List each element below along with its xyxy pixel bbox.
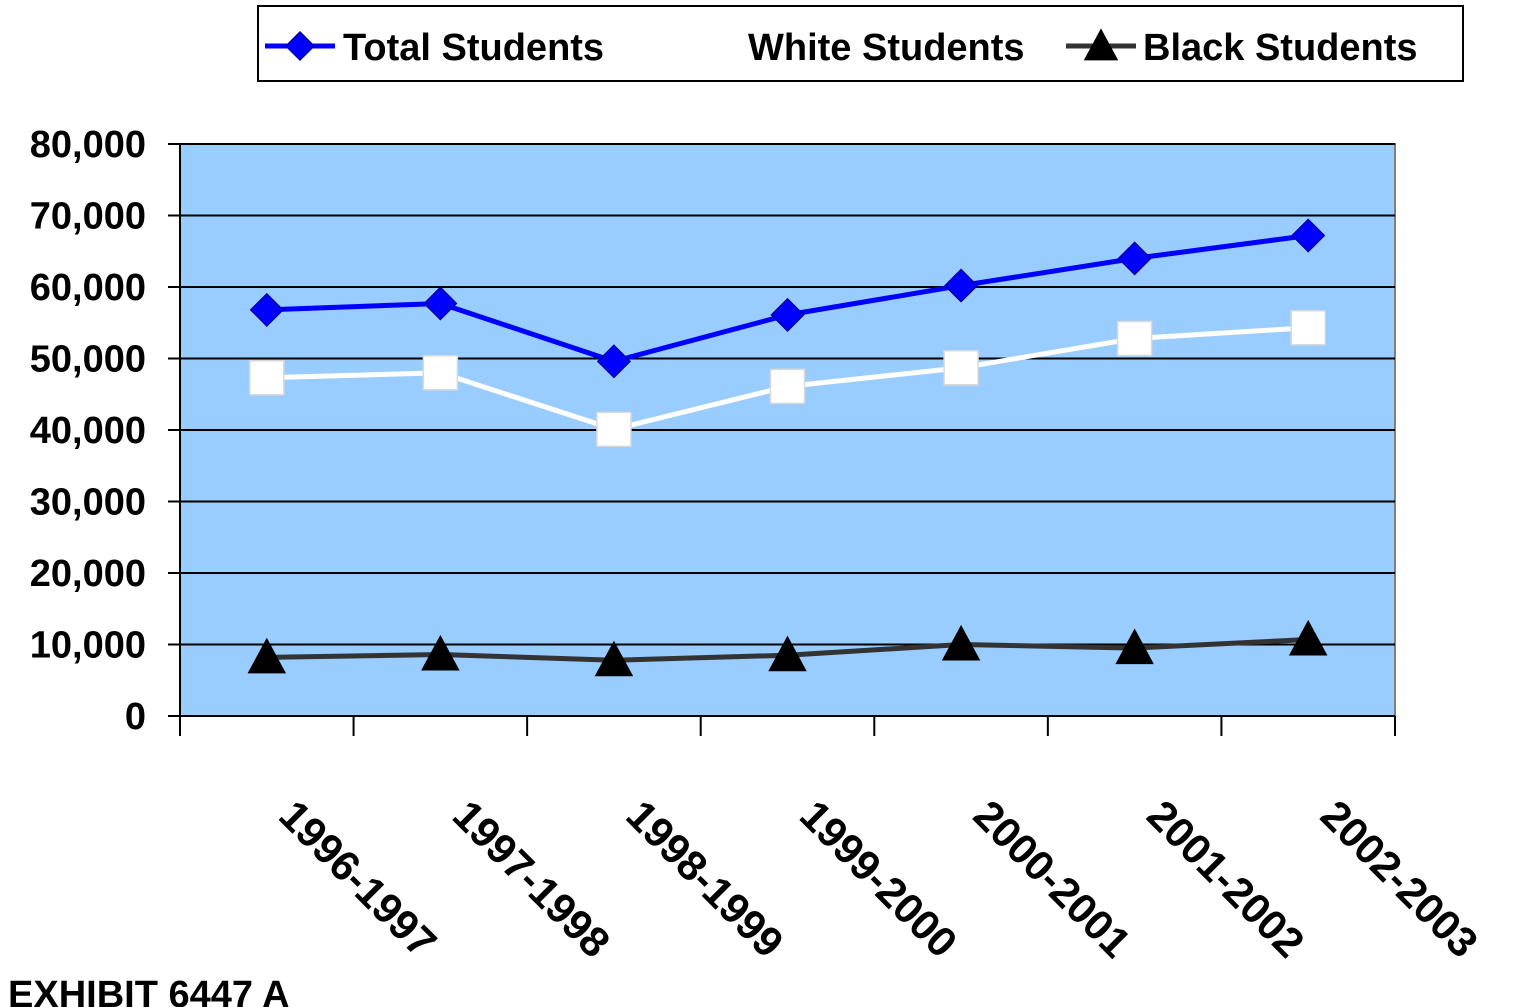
data-point-black-students [247, 637, 287, 674]
data-point-total-students [423, 286, 458, 321]
data-point-black-students [941, 624, 981, 661]
y-tick-label: 40,000 [30, 410, 146, 452]
x-tick-label: 2000-2001 [965, 791, 1140, 966]
legend-marker-black-students [1083, 28, 1119, 61]
x-tick-label: 2002-2003 [1312, 791, 1487, 966]
data-point-total-students [1117, 241, 1152, 276]
data-point-black-students [1115, 628, 1154, 665]
data-point-total-students [944, 268, 979, 303]
legend-label-total-students: Total Students [343, 27, 604, 69]
data-point-white-students [769, 368, 806, 405]
data-point-white-students [596, 411, 632, 448]
data-point-black-students [768, 635, 807, 672]
data-point-white-students [1290, 310, 1326, 346]
data-point-white-students [1116, 320, 1153, 357]
exhibit-label: EXHIBIT 6447 A [8, 974, 290, 1007]
legend-label-white-students: White Students [748, 27, 1025, 69]
data-point-black-students [1288, 619, 1328, 656]
series-markers [247, 218, 1328, 677]
legend-marker-total-students [284, 30, 316, 62]
y-tick-label: 80,000 [30, 124, 146, 166]
y-tick-label: 50,000 [30, 339, 146, 381]
x-tick-label: 1999-2000 [791, 791, 966, 966]
data-point-black-students [594, 640, 634, 677]
x-tick-label: 2001-2002 [1138, 791, 1313, 966]
y-tick-label: 30,000 [30, 482, 146, 524]
data-point-white-students [249, 360, 285, 396]
legend-box [257, 5, 1464, 82]
y-axis-ticks: 0 10,000 20,000 30,000 40,000 50,000 60,000 70,… [30, 124, 180, 738]
gridlines [180, 143, 1395, 646]
legend: Total Students White Students Black Studen… [257, 5, 1464, 82]
x-axis-ticks: 1996-19971997-19981998-19991999-20002000… [179, 716, 1487, 966]
x-tick-label: 1998-1999 [618, 791, 793, 966]
data-point-total-students [770, 297, 805, 332]
legend-label-black-students: Black Students [1143, 27, 1418, 69]
data-point-black-students [421, 634, 460, 671]
y-tick-label: 60,000 [30, 267, 146, 309]
data-point-white-students [422, 355, 459, 391]
data-point-total-students [1291, 218, 1326, 253]
y-tick-label: 0 [125, 696, 146, 738]
data-point-total-students [596, 344, 631, 379]
y-tick-label: 20,000 [30, 553, 146, 595]
data-point-white-students [943, 350, 979, 386]
x-tick-label: 1997-1998 [444, 791, 619, 966]
x-tick-label: 1996-1997 [270, 791, 445, 966]
data-point-total-students [249, 292, 284, 327]
y-tick-label: 10,000 [30, 625, 146, 667]
y-tick-label: 70,000 [30, 196, 146, 238]
